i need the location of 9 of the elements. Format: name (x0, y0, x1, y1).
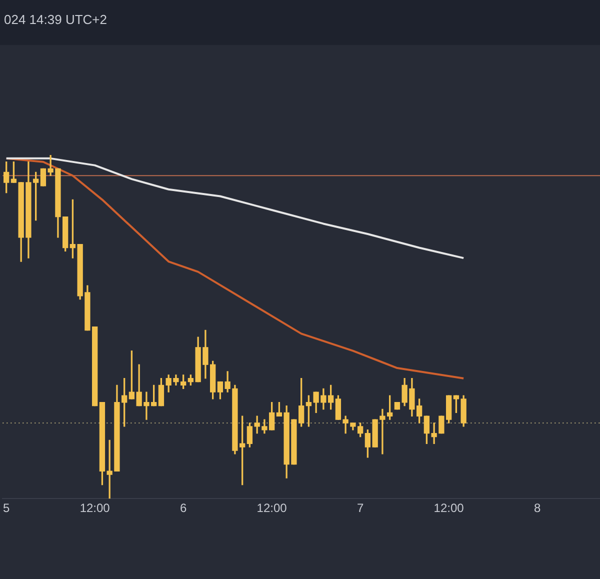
x-tick-label: 12:00 (434, 501, 464, 516)
x-tick-label: 6 (180, 501, 187, 516)
x-tick-label: 12:00 (256, 501, 288, 516)
x-tick-label: 8 (534, 501, 541, 516)
x-tick-label: 7 (356, 501, 364, 516)
text: 024 14:39 UTC+2 (4, 11, 107, 29)
x-tick-label: 12:00 (80, 501, 110, 516)
x-tick-label: 5 (2, 501, 10, 516)
candlestick (40, 168, 46, 186)
